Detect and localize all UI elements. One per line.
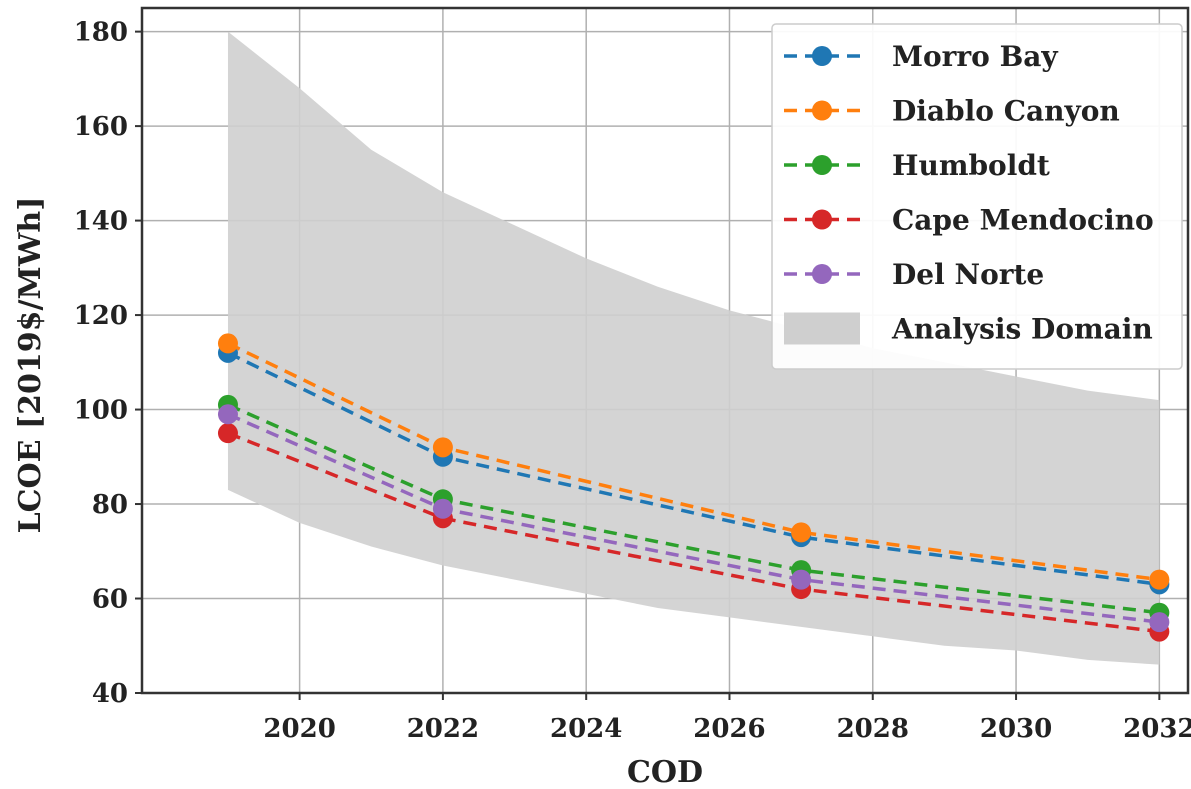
y-tick-label-100: 100 (74, 396, 128, 426)
x-axis-title: COD (627, 755, 703, 789)
point-del-norte-2022 (432, 498, 453, 519)
series-line-morro-bay (227, 351, 1160, 587)
point-del-norte-2019 (217, 404, 238, 425)
legend-label-morro-bay: Morro Bay (892, 40, 1058, 73)
series-line-humboldt (227, 403, 1160, 615)
x-tick-label-2032: 2032 (1123, 714, 1191, 744)
series-line-del-norte (227, 412, 1160, 624)
point-del-norte-2032 (1149, 612, 1170, 633)
x-tick-label-2024: 2024 (550, 714, 622, 744)
legend-marker-humboldt (812, 155, 832, 175)
series-lines (217, 333, 1170, 642)
x-axis-ticks: 2020 2022 2024 2026 2028 2030 2032 (263, 693, 1191, 744)
legend: Morro Bay Diablo Canyon Humboldt Cape Mendo… (771, 23, 1183, 370)
point-diablo-canyon-2027 (791, 522, 812, 543)
legend-swatch-analysis-domain (784, 312, 860, 345)
legend-label-cape-mendocino: Cape Mendocino (892, 204, 1154, 237)
series-line-diablo-canyon (227, 341, 1160, 582)
series-line-cape-mendocino (227, 431, 1160, 634)
point-diablo-canyon-2019 (217, 333, 238, 354)
point-cape-mendocino-2019 (217, 423, 238, 444)
legend-label-diablo-canyon: Diablo Canyon (892, 95, 1120, 128)
analysis-domain-band (227, 31, 1160, 665)
x-tick-label-2026: 2026 (693, 714, 765, 744)
legend-marker-cape-mendocino (812, 209, 832, 230)
analysis-domain-area (227, 31, 1160, 665)
y-axis-ticks: 40 60 80 100 120 140 160 180 (74, 18, 142, 709)
y-axis-title: LCOE [2019$/MWh] (13, 197, 48, 534)
point-del-norte-2027 (791, 569, 812, 590)
legend-label-del-norte: Del Norte (892, 258, 1044, 291)
point-diablo-canyon-2022 (432, 437, 453, 458)
legend-label-analysis-domain: Analysis Domain (891, 313, 1153, 346)
legend-label-humboldt: Humboldt (892, 149, 1050, 182)
y-tick-label-140: 140 (74, 207, 128, 237)
y-tick-label-160: 160 (74, 112, 128, 142)
legend-marker-diablo-canyon (812, 100, 832, 121)
point-diablo-canyon-2032 (1149, 569, 1170, 590)
legend-marker-morro-bay (812, 46, 832, 66)
legend-box (771, 23, 1183, 370)
y-tick-label-180: 180 (74, 18, 128, 48)
x-tick-label-2020: 2020 (263, 714, 335, 744)
y-tick-label-120: 120 (74, 301, 128, 331)
x-tick-label-2028: 2028 (837, 714, 909, 744)
x-tick-label-2022: 2022 (407, 714, 479, 744)
y-tick-label-60: 60 (92, 585, 128, 615)
x-tick-label-2030: 2030 (980, 714, 1052, 744)
plot-frame (140, 6, 1190, 695)
y-tick-label-40: 40 (92, 679, 128, 709)
y-tick-label-80: 80 (92, 490, 128, 520)
axes-frame (140, 6, 1190, 695)
legend-marker-del-norte (812, 264, 832, 284)
